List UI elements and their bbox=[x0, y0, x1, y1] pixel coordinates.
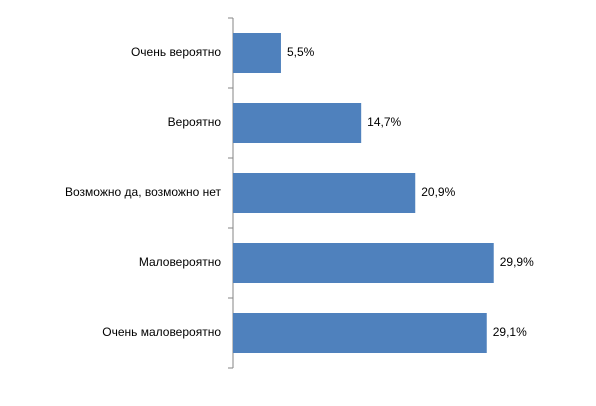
bar bbox=[233, 33, 281, 73]
category-label: Очень маловероятно bbox=[102, 325, 221, 339]
category-label: Очень вероятно bbox=[131, 45, 221, 59]
bar bbox=[233, 173, 416, 213]
bar bbox=[233, 103, 362, 143]
category-label: Вероятно bbox=[168, 115, 222, 129]
value-label: 5,5% bbox=[287, 45, 315, 59]
value-label: 20,9% bbox=[421, 185, 455, 199]
value-label: 14,7% bbox=[367, 115, 401, 129]
category-label: Маловероятно bbox=[139, 255, 221, 269]
bar bbox=[233, 313, 487, 353]
value-label: 29,1% bbox=[493, 325, 527, 339]
bar bbox=[233, 243, 494, 283]
category-label: Возможно да, возможно нет bbox=[65, 185, 221, 199]
value-label: 29,9% bbox=[500, 255, 534, 269]
